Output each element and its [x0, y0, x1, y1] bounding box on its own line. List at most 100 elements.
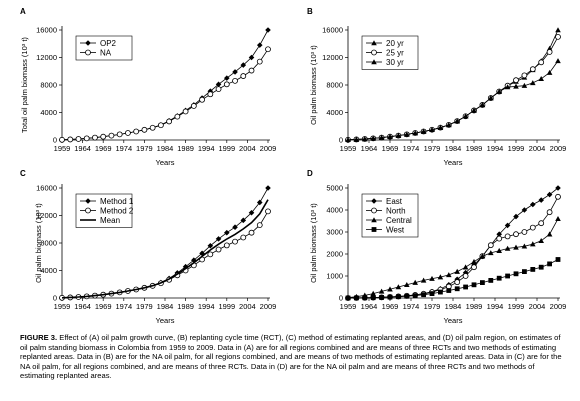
x-tick-label-d-1969: 1969: [382, 302, 399, 311]
chart-panel-a: A 0 4000 8000 12000 16000 1959 1964 1969 1974 1979…: [20, 7, 276, 167]
data-point-a-0-23: [248, 54, 255, 61]
data-point-d-3-22: [530, 267, 536, 272]
data-point-d-1-19: [504, 233, 511, 240]
data-point-b-2-1: [353, 136, 360, 142]
legend-label-b-1: 25 yr: [386, 48, 404, 57]
data-point-a-0-22: [240, 62, 247, 68]
data-point-b-2-23: [538, 76, 544, 82]
data-point-b-2-3: [370, 135, 376, 141]
data-point-b-2-19: [504, 84, 511, 90]
y-tick-label-b-12000: 12000: [322, 53, 343, 62]
data-point-d-3-15: [471, 282, 477, 288]
x-axis-label-b: Years: [444, 158, 463, 167]
x-tick-label-d-1979: 1979: [424, 302, 441, 311]
data-point-d-2-4: [378, 288, 385, 294]
y-tick-label-c-8000: 8000: [40, 239, 57, 248]
data-point-b-2-21: [521, 82, 528, 88]
y-tick-label-c-0: 0: [53, 294, 57, 303]
y-tick-label-a-8000: 8000: [40, 81, 57, 90]
y-axis-label-d: Oil palm biomass (10³ t): [309, 203, 318, 283]
y-tick-label-d-1000: 1000: [326, 272, 343, 281]
data-point-d-2-18: [496, 247, 502, 253]
data-point-d-1-14: [462, 273, 469, 279]
x-tick-label-c-2009: 2009: [260, 302, 277, 311]
figure-caption: FIGURE 3. Effect of (A) oil palm growth …: [20, 333, 568, 381]
x-axis-label-a: Years: [156, 158, 175, 167]
data-point-d-2-10: [429, 275, 435, 281]
data-point-b-2-13: [454, 118, 460, 124]
data-point-d-2-6: [395, 284, 402, 290]
data-point-a-1-9: [133, 128, 140, 135]
legend-label-c-1: Method 2: [100, 206, 134, 215]
data-point-a-1-19: [215, 86, 222, 93]
data-point-b-2-8: [412, 130, 418, 136]
panel-letter-c: C: [20, 169, 26, 178]
data-point-b-2-4: [378, 134, 385, 140]
legend-label-d-1: North: [386, 206, 406, 215]
x-tick-label-d-1999: 1999: [508, 302, 525, 311]
x-tick-label-c-1969: 1969: [95, 302, 112, 311]
data-point-c-1-22: [240, 234, 247, 241]
data-point-c-1-18: [207, 251, 214, 258]
data-point-d-0-19: [504, 222, 511, 229]
data-point-d-1-17: [487, 242, 494, 249]
data-point-d-3-10: [429, 291, 435, 296]
data-point-d-2-11: [437, 274, 444, 280]
y-tick-label-d-4000: 4000: [326, 206, 343, 215]
data-point-c-0-21: [232, 224, 238, 230]
series-a-na: [59, 46, 271, 143]
data-point-b-2-18: [496, 88, 502, 94]
data-point-d-2-17: [488, 250, 494, 256]
data-point-d-2-15: [471, 258, 477, 264]
data-point-b-2-0: [345, 136, 351, 143]
data-point-d-1-22: [529, 224, 536, 231]
x-tick-label-c-1999: 1999: [218, 302, 235, 311]
series-line-c-2: [61, 199, 269, 299]
chart-panel-b: B 0 4000 8000 12000 16000 1959 1964 1969 1974 1979…: [307, 7, 566, 167]
data-point-b-2-6: [395, 132, 402, 138]
data-point-d-2-25: [555, 216, 561, 222]
y-tick-label-b-8000: 8000: [326, 81, 343, 90]
x-tick-label-c-2004: 2004: [239, 302, 256, 311]
panel-letter-d: D: [307, 169, 313, 178]
data-point-d-1-13: [454, 279, 461, 286]
data-point-b-1-24: [546, 49, 553, 55]
data-point-b-1-22: [529, 66, 536, 73]
data-point-d-3-5: [387, 294, 393, 300]
data-point-d-1-21: [521, 229, 528, 235]
series-line-b-2: [347, 60, 559, 141]
data-point-a-1-22: [240, 73, 247, 79]
y-tick-label-c-12000: 12000: [36, 211, 57, 220]
data-point-d-3-2: [362, 295, 368, 301]
data-point-b-2-2: [362, 136, 368, 142]
data-point-a-1-5: [100, 133, 107, 140]
data-point-b-1-23: [538, 59, 545, 66]
data-point-a-1-2: [75, 136, 82, 142]
y-tick-label-d-5000: 5000: [326, 184, 343, 193]
x-tick-label-a-1999: 1999: [218, 144, 235, 153]
data-point-b-2-11: [437, 124, 444, 130]
data-point-a-1-15: [182, 108, 189, 115]
data-point-a-1-20: [223, 81, 230, 88]
data-point-d-3-11: [438, 289, 443, 295]
data-point-b-0-25: [555, 27, 561, 33]
y-tick-label-a-12000: 12000: [36, 53, 57, 62]
data-point-d-2-9: [420, 277, 427, 283]
data-point-d-3-17: [488, 278, 494, 283]
panel-letter-b: B: [307, 7, 313, 16]
legend-label-d-2: Central: [386, 216, 412, 225]
x-tick-label-b-1984: 1984: [445, 144, 462, 153]
data-point-c-1-19: [215, 246, 222, 253]
x-tick-label-b-1959: 1959: [340, 144, 357, 153]
data-point-c-0-19: [215, 236, 222, 242]
data-point-d-0-21: [521, 207, 528, 213]
data-point-d-2-20: [513, 244, 519, 250]
x-tick-label-c-1959: 1959: [54, 302, 71, 311]
x-tick-label-b-1994: 1994: [487, 144, 504, 153]
y-axis-label-b: Oil palm biomass (10³ t): [309, 45, 318, 125]
legend-marker-c-1: [85, 207, 91, 214]
y-tick-label-b-16000: 16000: [322, 26, 343, 35]
